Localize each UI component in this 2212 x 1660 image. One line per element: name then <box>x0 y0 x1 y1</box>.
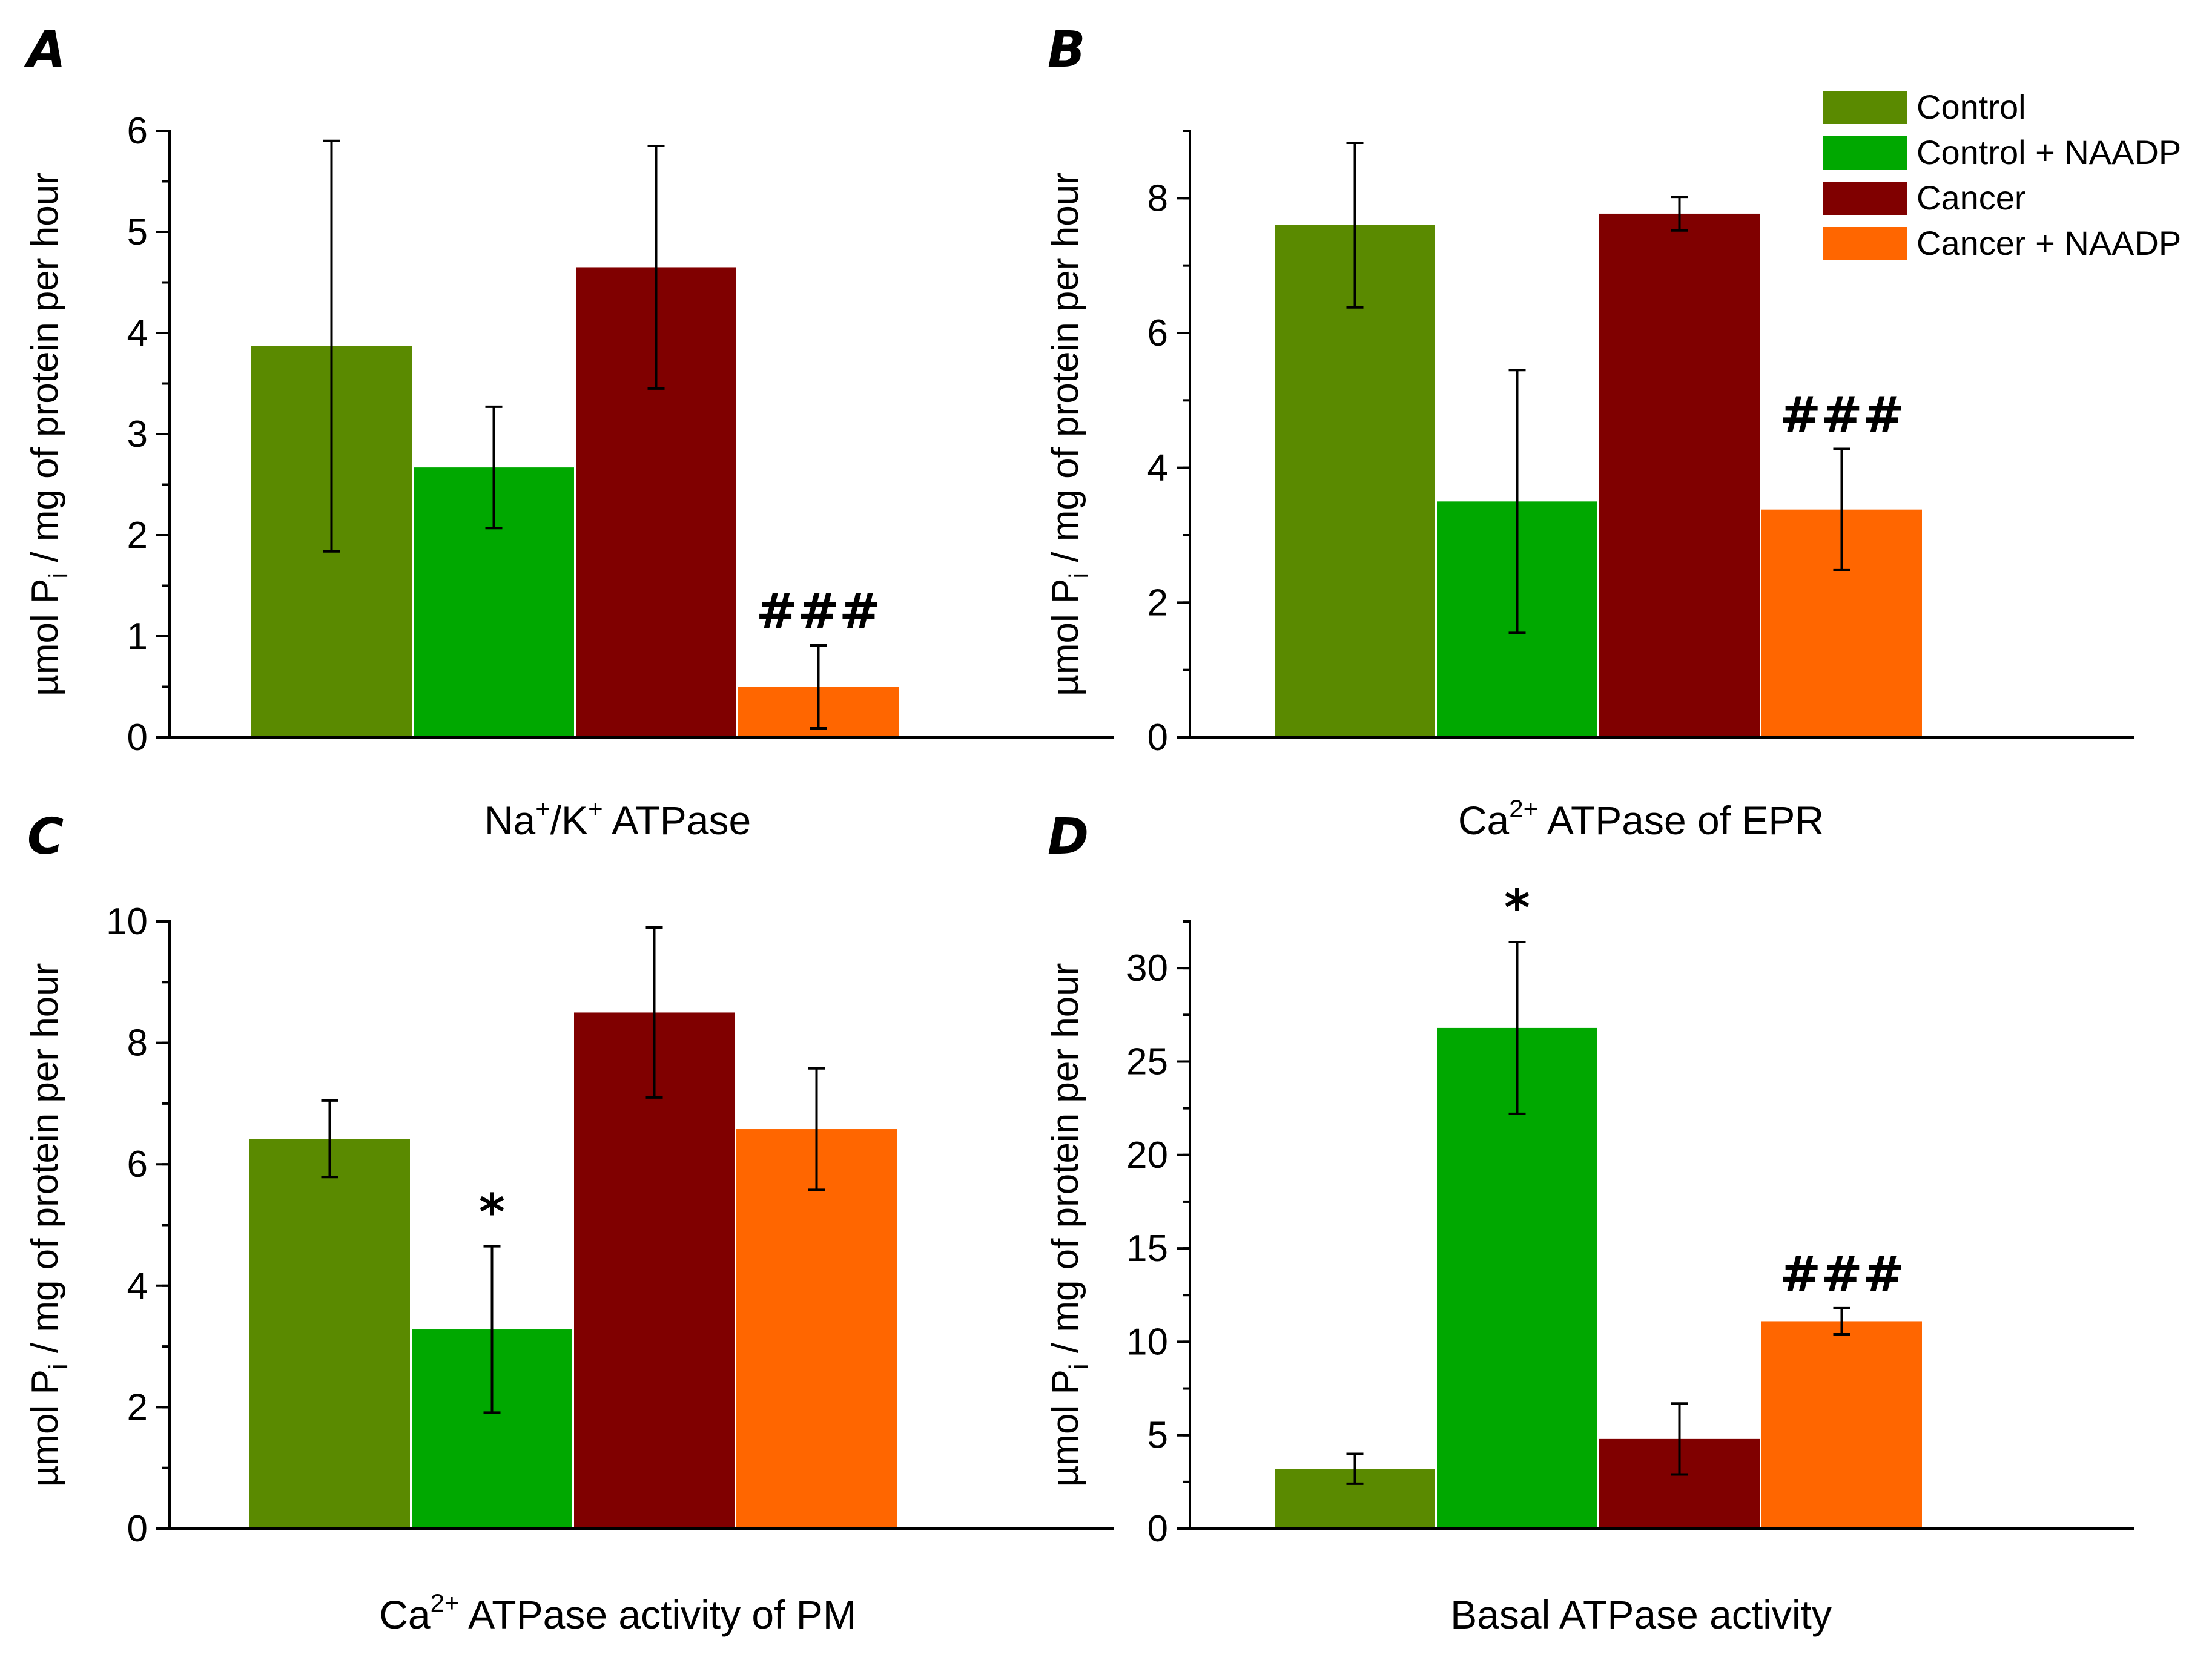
bar <box>1275 225 1435 737</box>
x-axis-title-part: ATPase of EPR <box>1538 798 1824 843</box>
y-tick-label: 6 <box>127 1144 148 1185</box>
y-tick-label: 8 <box>1147 177 1168 219</box>
y-axis-title-subscript: i <box>44 1363 73 1369</box>
y-axis-title-main: µmol P <box>24 1369 66 1487</box>
significance-annotation: ### <box>1779 386 1904 444</box>
y-axis-title: µmol Pi / mg of protein per hour <box>24 172 73 696</box>
y-tick-label: 0 <box>127 1508 148 1550</box>
bar <box>1761 1321 1922 1529</box>
y-tick-label: 4 <box>127 312 148 354</box>
y-tick-label: 1 <box>127 616 148 657</box>
legend-label: Control + NAADP <box>1917 133 2181 171</box>
y-axis-title-subscript: i <box>1064 573 1094 579</box>
y-tick-label: 4 <box>127 1265 148 1307</box>
x-axis-title: Ca2+ ATPase of EPR <box>1458 794 1824 843</box>
panel-label: C <box>27 808 64 866</box>
y-axis-title-rest: / mg of protein per hour <box>1045 172 1086 573</box>
x-axis-title-superscript: + <box>535 794 550 823</box>
legend-swatch <box>1823 227 1907 260</box>
y-tick-label: 30 <box>1126 947 1168 989</box>
significance-annotation: ### <box>756 583 880 641</box>
x-axis-title-part: Basal ATPase activity <box>1450 1592 1832 1637</box>
x-axis-title-part: Ca <box>1458 798 1510 843</box>
y-tick-label: 10 <box>1126 1321 1168 1363</box>
panel-label: A <box>24 21 65 79</box>
y-tick-label: 15 <box>1126 1228 1168 1270</box>
x-axis-title-part: ATPase <box>603 798 751 843</box>
y-axis-title-subscript: i <box>1064 1363 1094 1369</box>
x-axis-title-part: Na <box>484 798 536 843</box>
significance-annotation: ### <box>1779 1246 1904 1303</box>
significance-annotation: * <box>1504 880 1530 937</box>
y-tick-label: 8 <box>127 1023 148 1064</box>
y-tick-label: 2 <box>127 515 148 556</box>
x-axis-title-part: /K <box>550 798 588 843</box>
y-axis-title-main: µmol P <box>1045 1369 1086 1487</box>
legend-swatch <box>1823 182 1907 215</box>
chart-panel-b: B ### 0 2 4 6 8 µmol Pi / mg of protein per hou… <box>1045 21 2134 843</box>
y-axis-title-subscript: i <box>44 573 73 579</box>
x-axis-title-part: Ca <box>379 1592 431 1637</box>
legend-label: Cancer <box>1917 179 2026 217</box>
x-axis-title: Basal ATPase activity <box>1450 1592 1832 1637</box>
y-axis-title: µmol Pi / mg of protein per hour <box>1045 963 1094 1487</box>
y-axis-title-main: µmol P <box>1045 579 1086 696</box>
x-axis-title-part: ATPase activity of PM <box>459 1592 856 1637</box>
y-tick-label: 0 <box>127 717 148 759</box>
bar <box>736 1129 897 1529</box>
y-tick-label: 10 <box>106 901 148 943</box>
y-axis-title: µmol Pi / mg of protein per hour <box>1045 172 1094 696</box>
y-axis-title-main: µmol P <box>24 579 66 696</box>
legend-label: Cancer + NAADP <box>1917 224 2181 262</box>
y-tick-label: 6 <box>1147 312 1168 354</box>
x-axis-title: Na+/K+ ATPase <box>484 794 751 843</box>
x-axis-title-superscript: + <box>588 794 603 823</box>
y-tick-label: 5 <box>1147 1415 1168 1457</box>
y-tick-label: 4 <box>1147 447 1168 489</box>
y-tick-label: 3 <box>127 413 148 455</box>
bar <box>249 1139 410 1529</box>
x-axis-title-superscript: 2+ <box>1509 794 1538 823</box>
chart-panel-d: D * ### 0 5 10 15 20 25 30 µmol Pi / mg of protein… <box>1045 808 2134 1637</box>
y-tick-label: 0 <box>1147 717 1168 759</box>
y-axis-title-rest: / mg of protein per hour <box>24 172 66 573</box>
y-tick-label: 25 <box>1126 1041 1168 1082</box>
legend-label: Control <box>1917 88 2026 126</box>
significance-annotation: * <box>479 1184 505 1242</box>
y-tick-label: 5 <box>127 211 148 253</box>
y-tick-label: 0 <box>1147 1508 1168 1550</box>
x-axis-title: Ca2+ ATPase activity of PM <box>379 1589 856 1637</box>
y-axis-title: µmol Pi / mg of protein per hour <box>24 963 73 1487</box>
legend-swatch <box>1823 91 1907 124</box>
legend-swatch <box>1823 136 1907 170</box>
y-tick-label: 20 <box>1126 1135 1168 1176</box>
y-axis-title-rest: / mg of protein per hour <box>1045 963 1086 1364</box>
x-axis-title-superscript: 2+ <box>431 1589 460 1617</box>
bar <box>1599 213 1760 737</box>
y-axis-title-rest: / mg of protein per hour <box>24 963 66 1364</box>
y-tick-label: 2 <box>127 1386 148 1428</box>
y-tick-label: 6 <box>127 110 148 152</box>
legend: Control Control + NAADP Cancer Cancer + NAA… <box>1823 88 2181 262</box>
panel-label: B <box>1048 21 1086 79</box>
y-tick-label: 2 <box>1147 582 1168 624</box>
panel-label: D <box>1048 808 1089 866</box>
